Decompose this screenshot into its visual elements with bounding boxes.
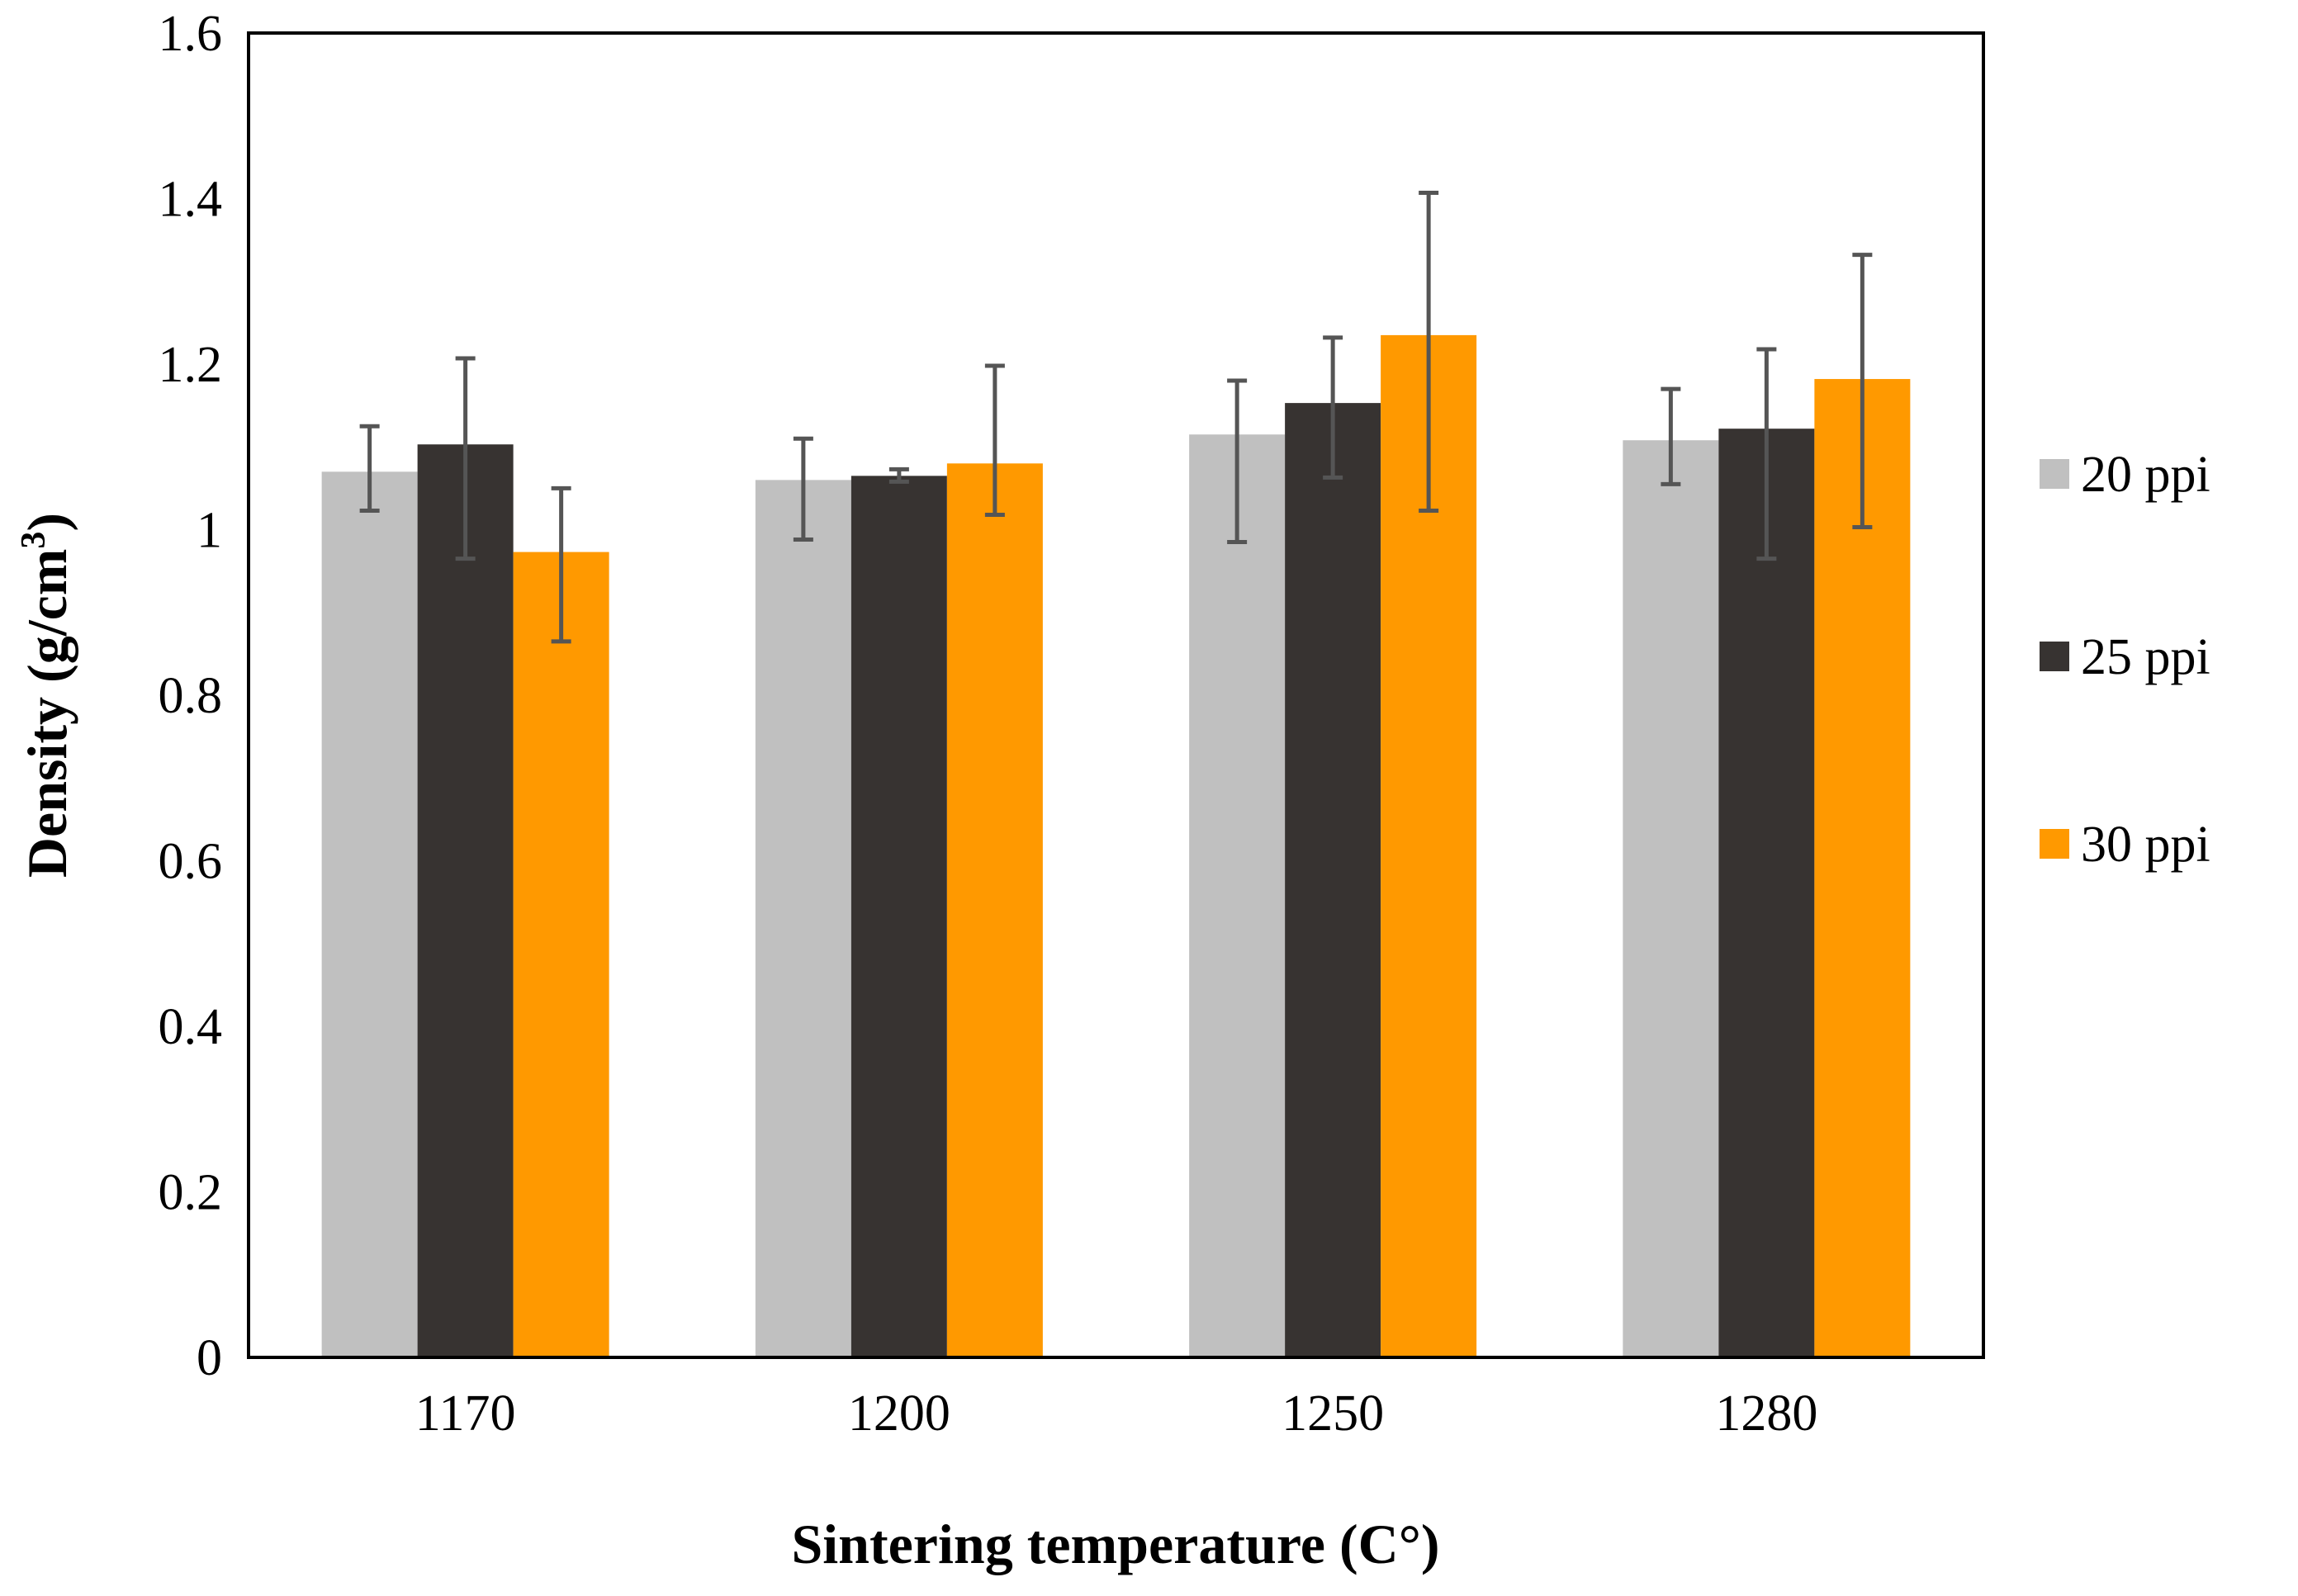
bar-25ppi-1170 (417, 444, 514, 1358)
legend-swatch-25ppi (2040, 642, 2069, 671)
error-bar-30ppi-1250 (1419, 190, 1439, 513)
x-tick-label-1250: 1250 (1282, 1385, 1384, 1442)
y-tick-label: 1.4 (159, 172, 223, 228)
y-axis-label-close: ) (16, 513, 78, 532)
y-tick-label: 0.4 (159, 999, 223, 1055)
error-bar-25ppi-1280 (1756, 347, 1777, 561)
error-bar-20ppi-1200 (793, 436, 813, 542)
y-tick-label: 0 (197, 1330, 222, 1386)
y-tick-label: 0.8 (159, 668, 223, 724)
y-tick-label: 1.6 (159, 6, 223, 62)
y-tick-label: 1.2 (159, 337, 223, 393)
bar-25ppi-1200 (850, 476, 947, 1357)
bar-30ppi-1280 (1814, 379, 1911, 1357)
error-bar-20ppi-1280 (1661, 386, 1681, 486)
y-axis-label-superscript: 3 (15, 532, 53, 549)
x-axis-ticks: 1170 1200 1250 1280 (415, 1385, 1818, 1442)
error-bar-20ppi-1250 (1227, 378, 1248, 545)
error-bar-25ppi-1170 (455, 356, 476, 561)
legend-label-25ppi: 25 ppi (2081, 629, 2210, 685)
legend: 20 ppi 25 ppi 30 ppi (2040, 447, 2210, 873)
bars-layer (321, 334, 1911, 1358)
plot-area-frame (247, 31, 1985, 1359)
x-axis-label: Sintering temperature (C°) (791, 1513, 1439, 1575)
bar-20ppi-1280 (1623, 440, 1719, 1357)
y-tick-label: 1 (197, 503, 222, 559)
y-tick-label: 0.2 (159, 1165, 223, 1221)
y-axis-label: Density (g/cm3) (15, 513, 78, 878)
error-bar-20ppi-1170 (359, 424, 380, 513)
x-tick-label-1200: 1200 (848, 1385, 950, 1442)
error-bar-30ppi-1200 (984, 363, 1005, 517)
error-bar-25ppi-1250 (1323, 335, 1343, 480)
error-bar-30ppi-1170 (551, 485, 571, 644)
bar-25ppi-1280 (1718, 429, 1815, 1357)
bar-30ppi-1170 (513, 552, 609, 1357)
x-tick-label-1280: 1280 (1715, 1385, 1817, 1442)
x-tick-label-1170: 1170 (415, 1385, 516, 1442)
bar-20ppi-1200 (755, 480, 851, 1357)
bar-30ppi-1200 (946, 463, 1043, 1357)
error-bar-25ppi-1200 (888, 466, 909, 484)
legend-label-30ppi: 30 ppi (2081, 817, 2210, 873)
bar-20ppi-1250 (1189, 434, 1286, 1357)
legend-label-20ppi: 20 ppi (2081, 447, 2210, 503)
bar-20ppi-1170 (321, 471, 418, 1358)
legend-swatch-30ppi (2040, 829, 2069, 859)
y-tick-label: 0.6 (159, 834, 223, 890)
error-bars-layer (359, 190, 1873, 644)
error-bar-30ppi-1280 (1852, 253, 1873, 529)
y-axis-label-main: Density (g/cm (16, 549, 78, 878)
y-axis-ticks: 0 0.2 0.4 0.6 0.8 1 1.2 1.4 1.6 (159, 6, 223, 1386)
legend-swatch-20ppi (2040, 459, 2069, 489)
bar-25ppi-1250 (1285, 403, 1381, 1358)
